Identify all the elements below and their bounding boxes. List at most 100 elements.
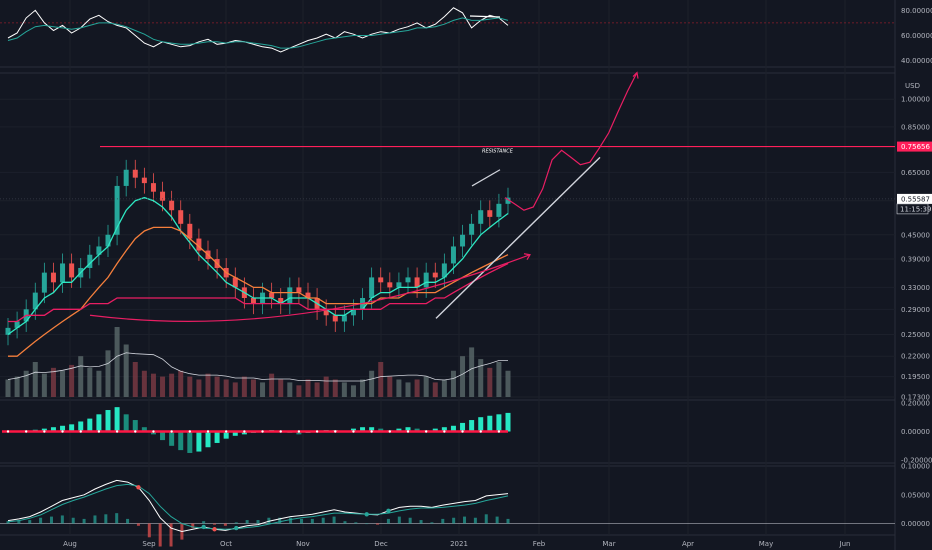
volume-bar [314, 382, 320, 397]
histogram-bar [441, 427, 447, 432]
volume-bar [460, 356, 466, 397]
histogram-bar [60, 425, 66, 432]
volume-bar [332, 379, 338, 397]
candle-body [278, 298, 284, 304]
histogram-bar [178, 431, 184, 451]
x-tick-label: Sep [142, 540, 156, 548]
histogram-bar [196, 431, 202, 452]
volume-bar [369, 370, 375, 397]
candle-body [496, 203, 502, 217]
signal-dot [206, 430, 210, 433]
macd-diff-bar [397, 516, 401, 524]
candle-body [414, 277, 420, 288]
histogram-bar [169, 431, 175, 446]
volume-bar [132, 362, 138, 397]
macd-diff-bar [463, 516, 467, 524]
signal-dot [79, 430, 82, 433]
countdown-label: 11:15:39 [900, 205, 931, 213]
countdown-tag [896, 203, 929, 215]
unit-label: USD [905, 82, 920, 90]
macd-diff-bar [169, 523, 173, 547]
macd-diff-bar [495, 516, 499, 524]
x-tick-label: May [759, 540, 773, 548]
candle-body [196, 238, 202, 251]
volume-bar [360, 379, 366, 397]
macd-diff-bar [408, 517, 412, 524]
volume-bar [60, 370, 66, 397]
histogram-bar [96, 414, 102, 432]
volume-bar [50, 367, 56, 397]
volume-bar [32, 362, 38, 397]
resistance-annotation: RESISTANCE [482, 149, 514, 155]
candle-body [105, 234, 111, 247]
histogram-bar [214, 431, 220, 443]
candle-body [378, 277, 384, 283]
histogram-bar [487, 415, 493, 432]
x-tick-label: Jun [839, 540, 851, 548]
volume-bar [505, 370, 511, 397]
volume-bar [260, 382, 266, 397]
candle-body [141, 177, 147, 184]
candle-body [405, 277, 411, 283]
candle-body [505, 197, 511, 204]
macd-diff-bar [484, 514, 488, 524]
crossover-dot [234, 525, 239, 531]
y-tick-label: -0.20000 [901, 457, 932, 465]
y-tick-label: 0.39000 [901, 256, 930, 264]
histogram-bar [69, 424, 75, 432]
volume-bar [232, 382, 238, 397]
macd-diff-bar [147, 523, 151, 538]
signal-dot [443, 430, 446, 433]
volume-bar [14, 376, 20, 397]
crossover-dot [212, 527, 217, 532]
signal-dot [97, 430, 101, 433]
macd-diff-bar [93, 515, 97, 524]
macd-diff-bar [256, 520, 260, 524]
candle-body [169, 200, 175, 211]
crossover-dot [386, 508, 391, 514]
signal-dot [479, 430, 482, 433]
macd-diff-bar [223, 523, 227, 526]
volume-bar [205, 373, 211, 397]
histogram-bar [296, 431, 302, 435]
signal-dot [279, 430, 282, 433]
volume-bar [87, 367, 93, 397]
macd-diff-bar [17, 520, 21, 524]
candle-body [69, 263, 75, 278]
macd-diff-bar [289, 517, 293, 524]
signal-dot [497, 430, 501, 433]
macd-diff-bar [39, 517, 43, 524]
histogram-bar [141, 427, 147, 432]
volume-bar [341, 382, 347, 397]
macd-diff-bar [278, 517, 282, 524]
macd-diff-bar [126, 518, 130, 524]
candle-body [114, 185, 120, 235]
histogram-bar [223, 431, 229, 439]
crossover-dot [201, 524, 206, 530]
x-tick-label: Apr [682, 540, 694, 548]
histogram-bar [350, 428, 356, 432]
macd-diff-bar [310, 518, 314, 524]
histogram-bar [50, 427, 56, 432]
volume-bar [5, 379, 11, 397]
histogram-bar [396, 428, 402, 432]
candle-body [460, 234, 466, 247]
macd-diff-bar [191, 523, 195, 529]
y-tick-label: 0.00000 [901, 428, 930, 436]
resistance-price-label: 0.75656 [901, 143, 930, 151]
candle-body [232, 277, 238, 288]
signal-dot [424, 430, 428, 433]
moving-average-line [8, 262, 509, 323]
histogram-bar [114, 407, 120, 432]
macd-diff-bar [104, 514, 108, 524]
macd-diff-bar [473, 517, 477, 524]
volume-bar [441, 379, 447, 397]
histogram-bar [78, 421, 84, 432]
candle-body [432, 272, 438, 278]
macd-diff-bar [332, 516, 336, 524]
macd-series-line [7, 479, 509, 533]
histogram-bar [87, 418, 93, 432]
volume-bar [296, 385, 302, 397]
